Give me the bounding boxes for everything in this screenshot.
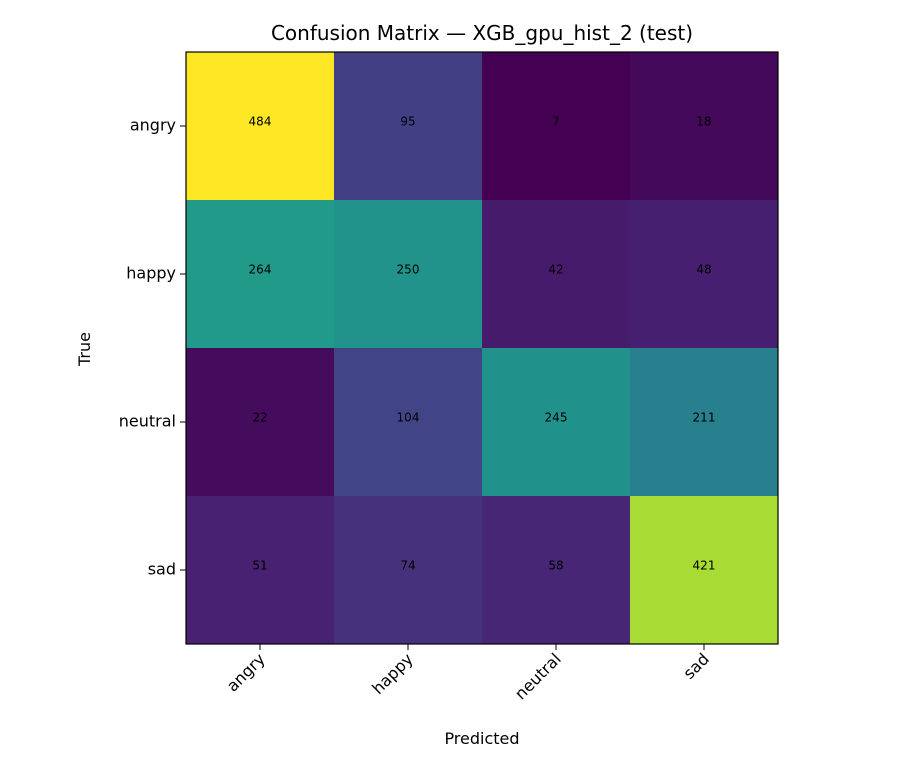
heatmap-cells [186, 52, 778, 644]
cell-value-label: 421 [693, 559, 716, 573]
heatmap-cell [334, 496, 482, 644]
cell-value-label: 74 [400, 559, 415, 573]
x-axis-ticks: angry happy neutral sad [223, 644, 713, 703]
heatmap-cell [334, 348, 482, 496]
heatmap-cell [186, 200, 334, 348]
heatmap-cell [482, 348, 630, 496]
x-tick-label: neutral [511, 649, 565, 703]
y-axis-ticks: angry happy neutral sad [119, 116, 186, 579]
cell-value-label: 51 [252, 559, 267, 573]
cell-value-label: 42 [548, 263, 563, 277]
heatmap-cell [334, 52, 482, 200]
x-tick-label: happy [368, 649, 417, 698]
heatmap-cell [482, 496, 630, 644]
cell-value-label: 95 [400, 115, 415, 129]
plot-frame [185, 51, 779, 645]
heatmap-cell [630, 52, 778, 200]
y-tick-label: neutral [119, 412, 176, 431]
heatmap-cell [186, 496, 334, 644]
cell-value-label: 211 [693, 411, 716, 425]
chart-title: Confusion Matrix — XGB_gpu_hist_2 (test) [271, 21, 693, 45]
y-axis-label: True [75, 332, 94, 367]
heatmap-cell [630, 200, 778, 348]
cell-value-label: 484 [249, 115, 272, 129]
cell-value-label: 48 [696, 263, 711, 277]
y-tick-label: angry [130, 116, 176, 135]
cell-value-label: 245 [545, 411, 568, 425]
heatmap-cell [482, 200, 630, 348]
x-tick-label: sad [679, 649, 712, 682]
heatmap-cell-labels: 484 95 7 18 264 250 42 48 22 104 245 211 51 74 58 421 [249, 115, 716, 573]
heatmap-cell [630, 496, 778, 644]
heatmap-cell [186, 52, 334, 200]
heatmap-cell [334, 200, 482, 348]
y-tick-label: happy [126, 264, 176, 283]
cell-value-label: 22 [252, 411, 267, 425]
cell-value-label: 7 [552, 115, 560, 129]
cell-value-label: 264 [249, 263, 272, 277]
heatmap-cell [482, 52, 630, 200]
heatmap-cell [630, 348, 778, 496]
x-axis-label: Predicted [444, 729, 519, 748]
cell-value-label: 18 [696, 115, 711, 129]
x-tick-label: angry [223, 649, 269, 695]
heatmap-cell [186, 348, 334, 496]
cell-value-label: 250 [397, 263, 420, 277]
y-tick-label: sad [148, 560, 176, 579]
cell-value-label: 104 [397, 411, 420, 425]
cell-value-label: 58 [548, 559, 563, 573]
